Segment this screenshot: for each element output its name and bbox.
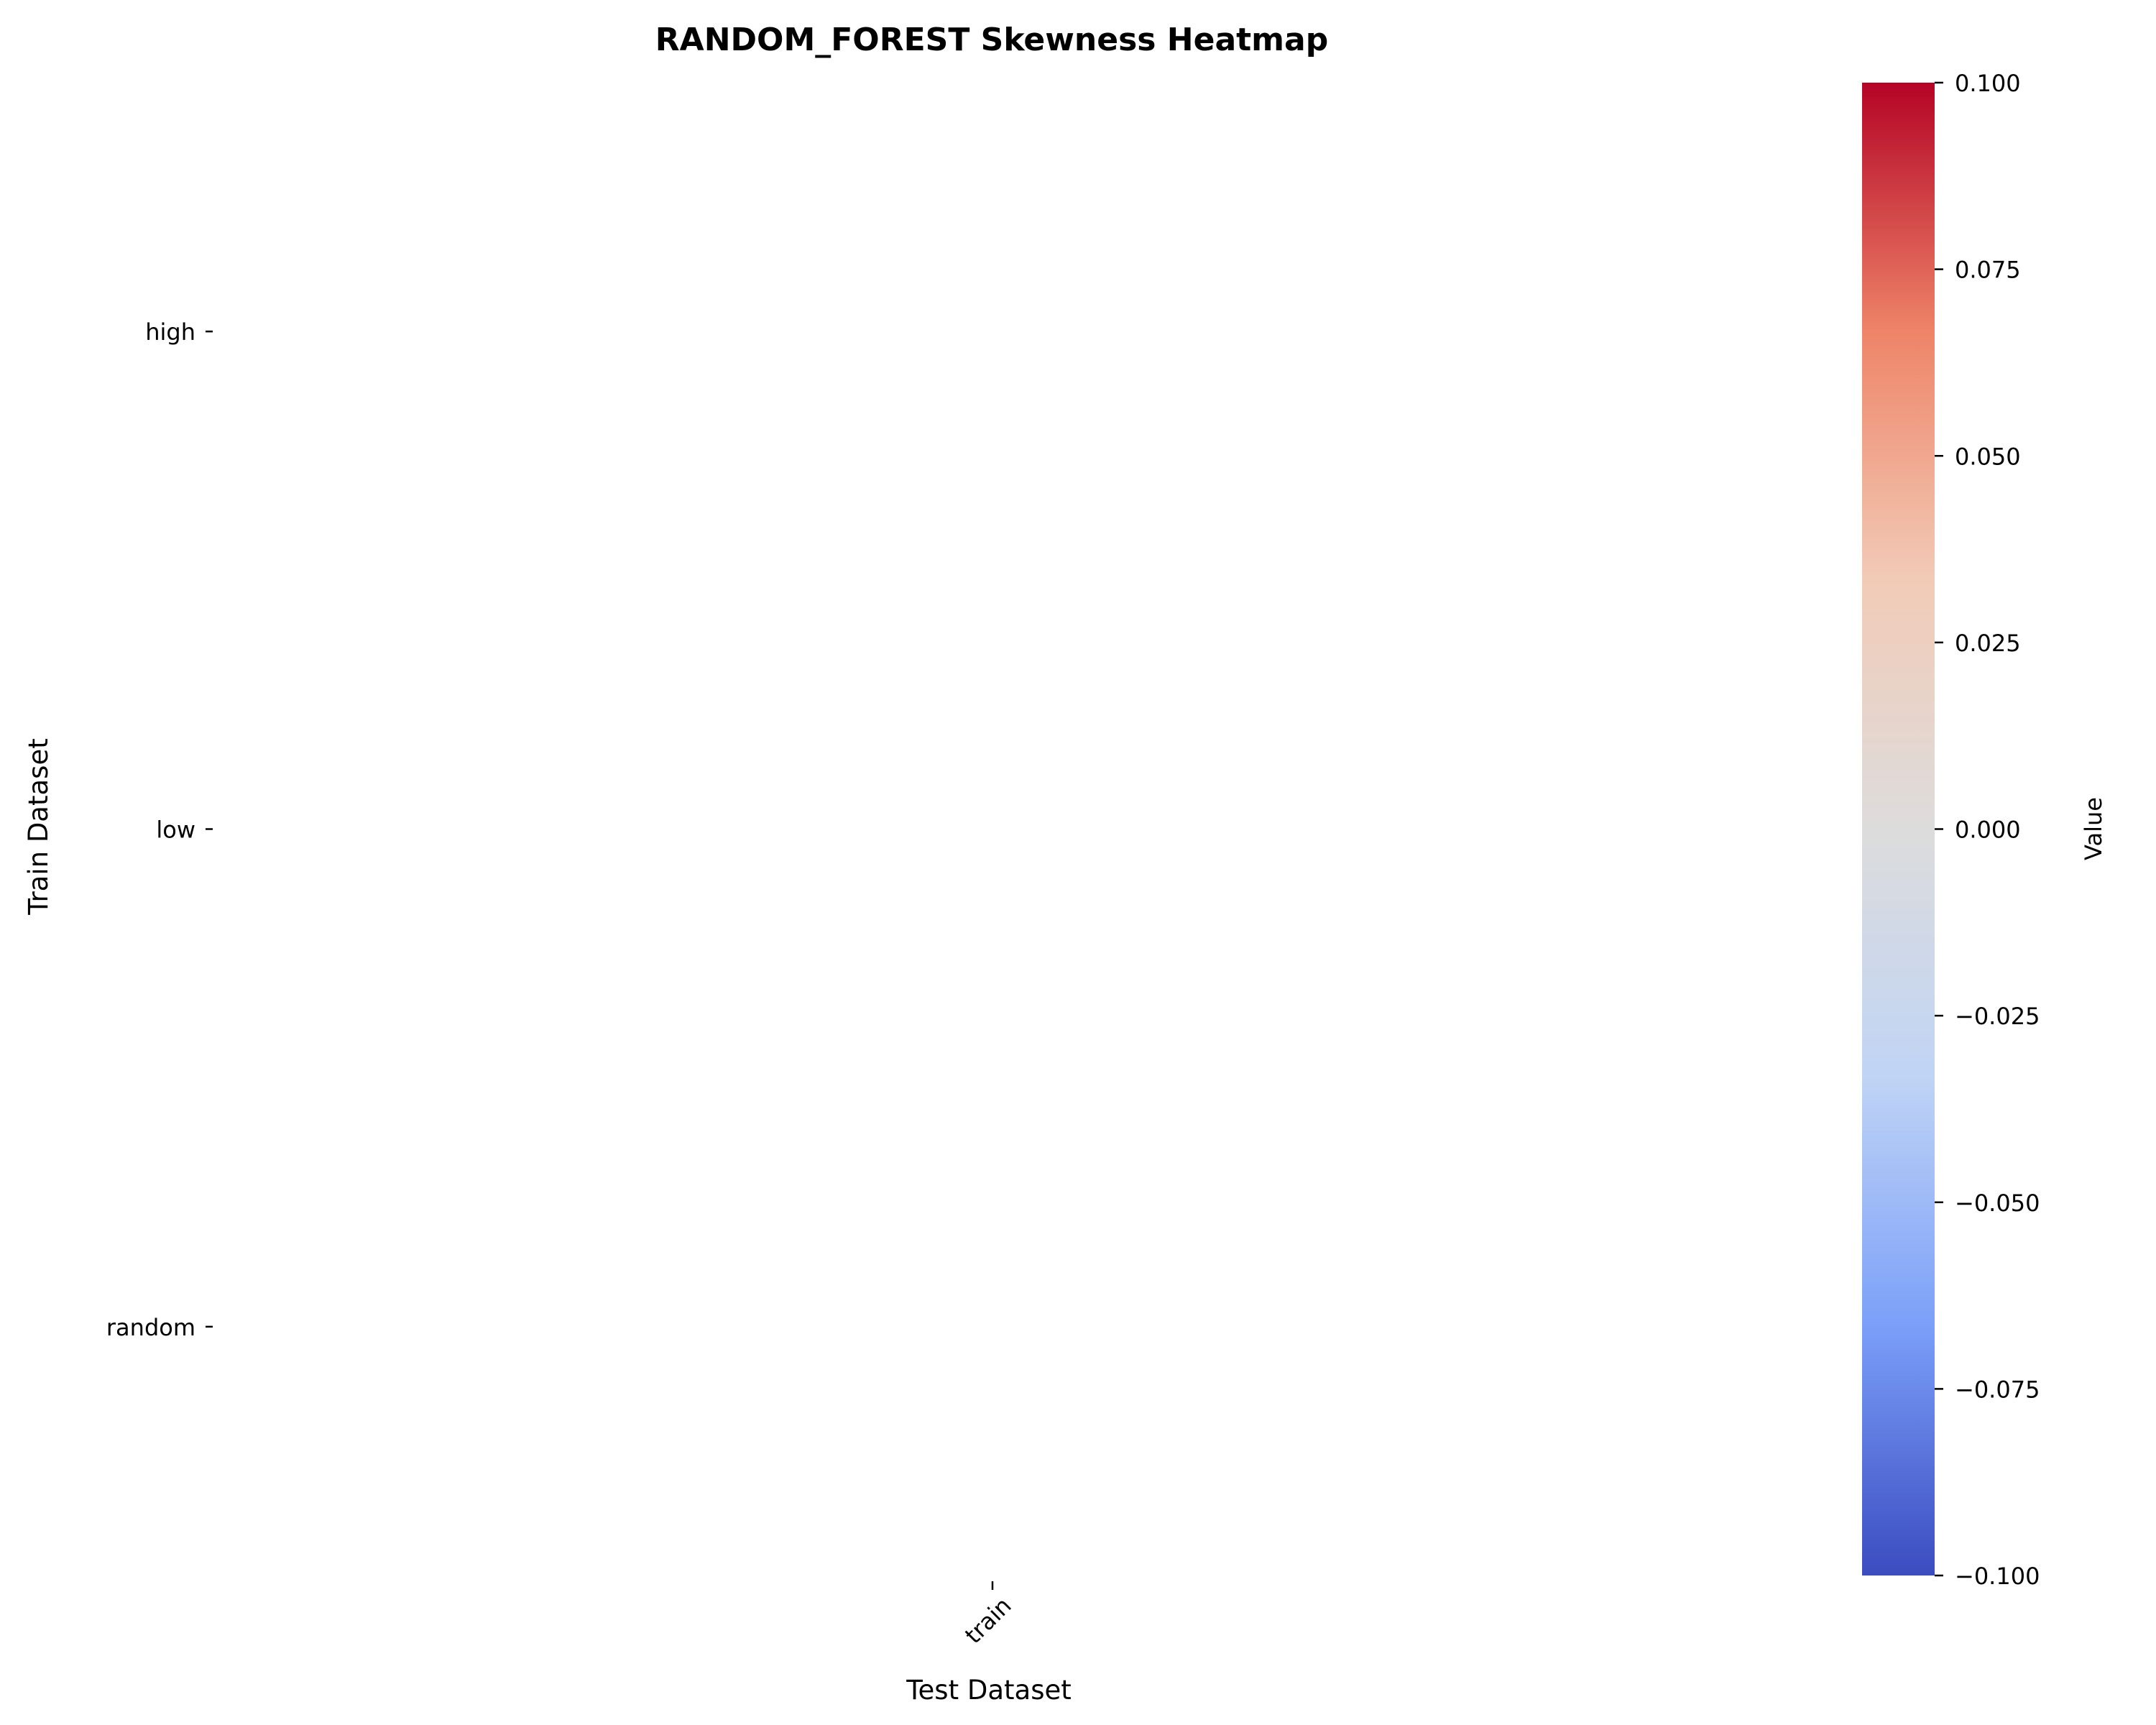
colorbar-tick-label: −0.025 [1955,1003,2040,1030]
colorbar-tick-label: 0.075 [1955,257,2021,284]
colorbar-tick-label: 0.000 [1955,816,2021,844]
x-tick-label: train [959,1592,1017,1650]
x-axis: train [959,1581,1017,1649]
colorbar-tick-label: 0.100 [1955,70,2021,97]
colorbar-label: Value [2080,797,2107,860]
y-tick-label: low [156,816,195,844]
colorbar-tick-label: −0.100 [1955,1563,2040,1590]
x-axis-label: Test Dataset [906,1675,1072,1706]
y-axis-label: Train Dataset [23,738,54,915]
y-tick-label: high [145,318,195,346]
y-tick-label: random [106,1314,195,1341]
colorbar-tick-label: 0.050 [1955,443,2021,470]
colorbar [1862,83,1935,1576]
colorbar-tick-label: −0.075 [1955,1376,2040,1403]
colorbar-tick-label: −0.050 [1955,1190,2040,1217]
y-axis: high low random [106,318,213,1341]
colorbar-axis: 0.100 0.075 0.050 0.025 0.000 −0.025 −0.050 −0.… [1935,70,2040,1590]
colorbar-tick-label: 0.025 [1955,630,2021,657]
chart-title: RANDOM_FOREST Skewness Heatmap [655,22,1328,58]
